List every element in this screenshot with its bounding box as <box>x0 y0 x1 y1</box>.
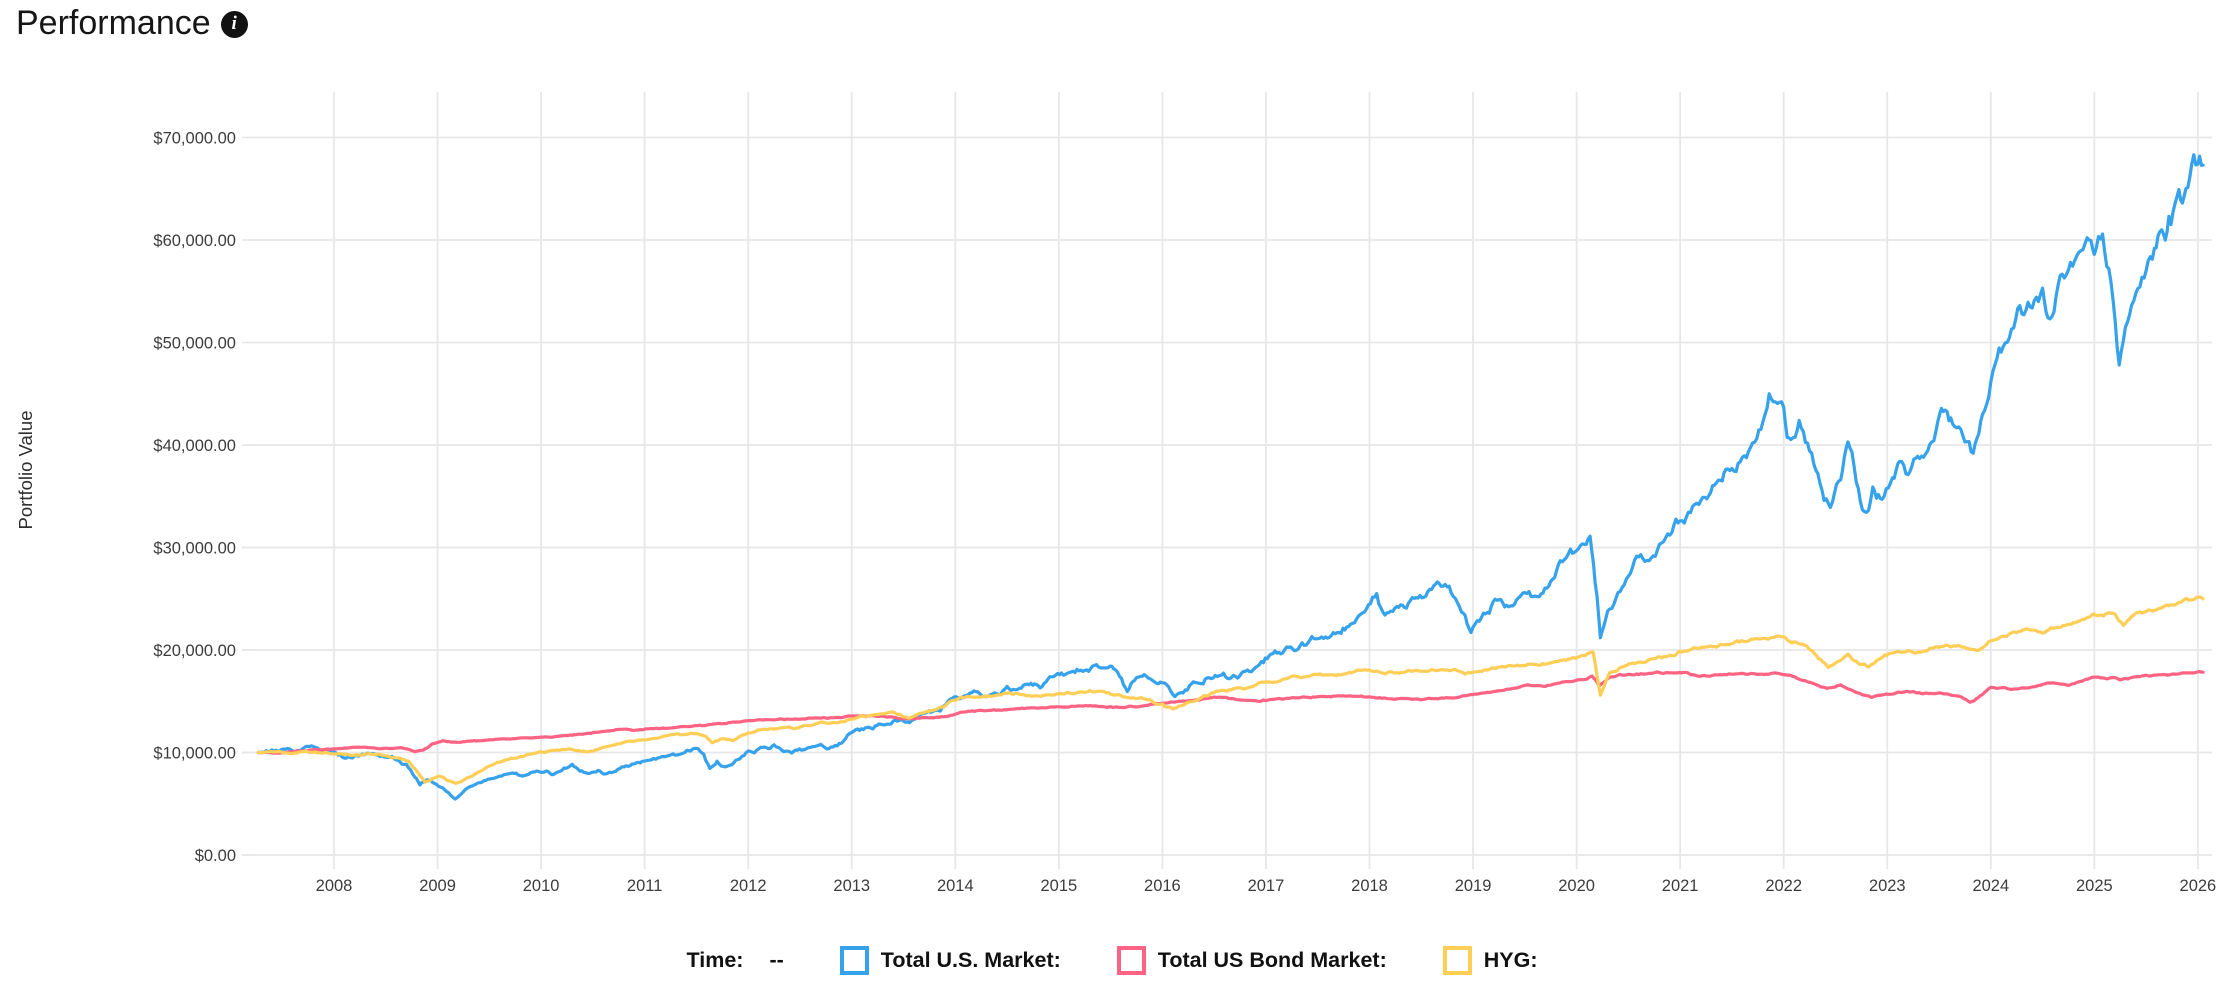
y-tick-label: $70,000.00 <box>153 130 236 148</box>
x-tick-label: 2011 <box>627 877 662 895</box>
x-tick-label: 2026 <box>2180 877 2217 895</box>
legend-swatch-total-us-market <box>839 946 869 975</box>
page-title: Performance <box>16 3 211 42</box>
legend-time: Time: -- <box>687 948 784 973</box>
x-tick-label: 2022 <box>1765 877 1802 895</box>
y-tick-label: $10,000.00 <box>153 745 236 763</box>
x-tick-label: 2018 <box>1351 877 1388 895</box>
x-tick-label: 2014 <box>937 877 974 895</box>
legend-time-value: -- <box>769 948 784 972</box>
x-tick-label: 2017 <box>1248 877 1285 895</box>
x-tick-label: 2016 <box>1144 877 1181 895</box>
x-tick-label: 2008 <box>316 877 353 895</box>
info-icon[interactable]: i <box>220 10 248 38</box>
legend-item-total-us-market: Total U.S. Market: <box>839 946 1061 975</box>
chart-legend: Time: -- Total U.S. Market: Total US Bon… <box>0 946 2224 975</box>
legend-label-total-us-bond-market: Total US Bond Market: <box>1157 948 1387 972</box>
x-tick-label: 2010 <box>523 877 560 895</box>
y-tick-label: $0.00 <box>195 847 236 865</box>
x-tick-label: 2024 <box>1972 877 2009 895</box>
series-line-hyg[interactable] <box>256 595 2205 785</box>
chart-header: Performance i <box>16 0 248 46</box>
legend-time-label: Time: <box>686 948 744 972</box>
y-tick-label: $30,000.00 <box>153 540 236 558</box>
x-tick-label: 2019 <box>1455 877 1492 895</box>
legend-item-hyg: HYG: <box>1442 946 1538 975</box>
x-tick-label: 2025 <box>2076 877 2113 895</box>
legend-label-total-us-market: Total U.S. Market: <box>880 948 1061 972</box>
x-tick-label: 2020 <box>1558 877 1595 895</box>
x-tick-label: 2012 <box>730 877 767 895</box>
x-tick-label: 2013 <box>833 877 870 895</box>
y-tick-label: $40,000.00 <box>153 437 236 455</box>
y-tick-label: $50,000.00 <box>153 335 236 353</box>
x-tick-label: 2009 <box>419 877 456 895</box>
legend-label-hyg: HYG: <box>1483 948 1538 972</box>
performance-chart[interactable]: $0.00 $10,000.00 $20,000.00 $30,000.00 $40,0… <box>0 0 2224 945</box>
legend-item-total-us-bond-market: Total US Bond Market: <box>1116 946 1387 975</box>
y-axis-title: Portfolio Value <box>15 411 36 530</box>
y-tick-label: $60,000.00 <box>153 232 236 250</box>
series-line-total-u-s-market[interactable] <box>256 153 2205 801</box>
x-tick-label: 2023 <box>1869 877 1906 895</box>
legend-swatch-hyg <box>1442 946 1472 975</box>
legend-swatch-total-us-bond-market <box>1116 946 1146 975</box>
series-line-total-us-bond-market[interactable] <box>256 670 2205 755</box>
x-tick-label: 2021 <box>1662 877 1699 895</box>
x-tick-label: 2015 <box>1040 877 1077 895</box>
y-tick-label: $20,000.00 <box>153 642 236 660</box>
